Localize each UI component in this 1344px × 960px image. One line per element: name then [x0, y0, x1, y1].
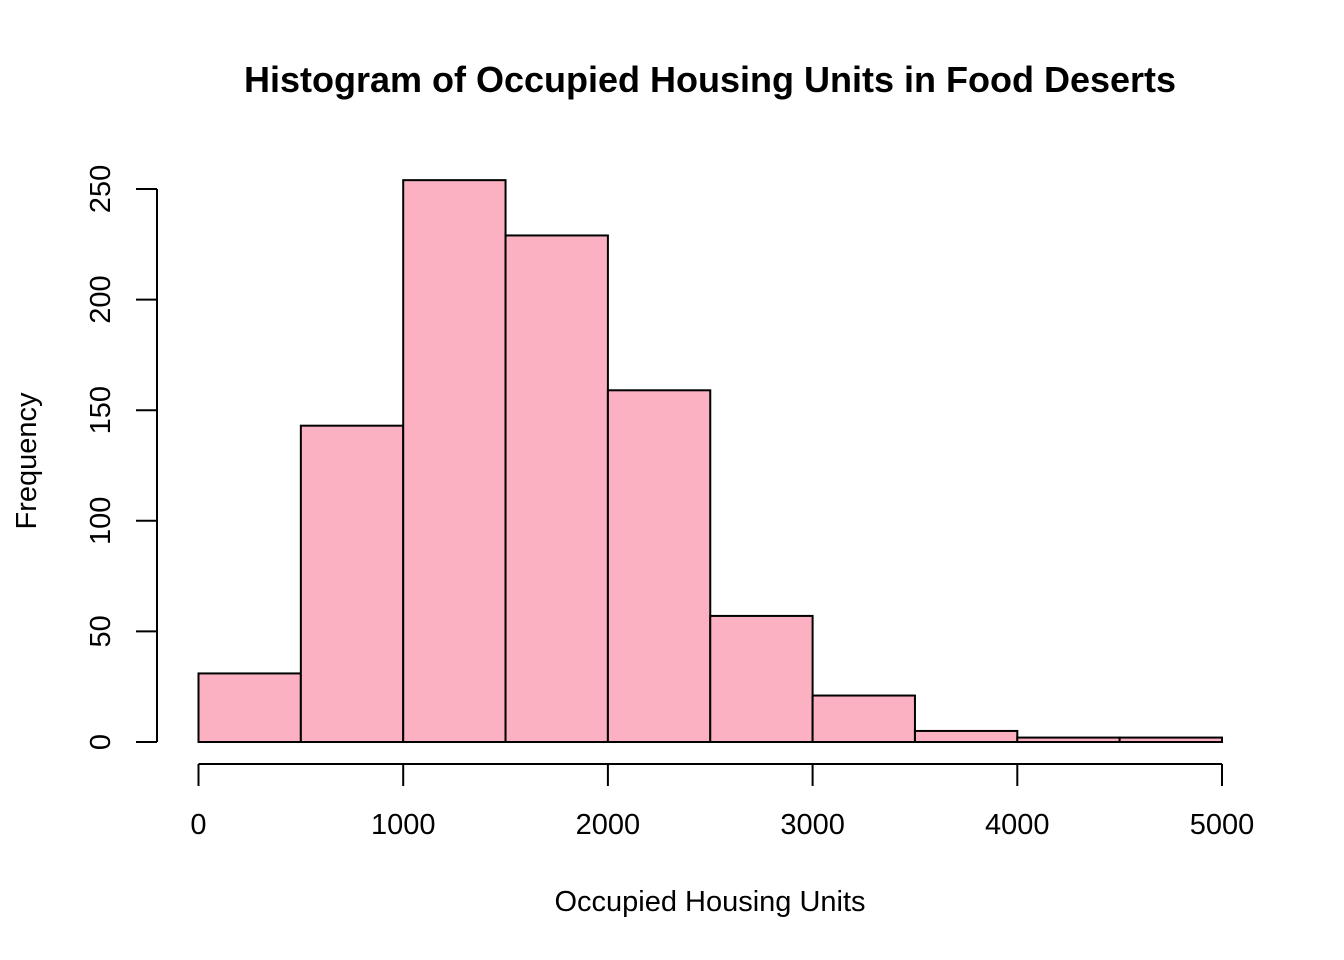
chart-title: Histogram of Occupied Housing Units in F…: [244, 59, 1176, 100]
y-tick-label: 150: [85, 386, 117, 434]
bars-group: [197, 179, 1224, 744]
y-tick-label: 200: [85, 275, 117, 323]
histogram-bar: [402, 179, 507, 744]
histogram-bar: [1118, 736, 1224, 743]
x-tick-label: 3000: [780, 809, 845, 841]
histogram-bar: [709, 614, 814, 744]
y-tick-label: 0: [85, 734, 117, 750]
x-tick-label: 4000: [985, 809, 1050, 841]
y-axis-label: Frequency: [11, 392, 43, 530]
x-axis-label: Occupied Housing Units: [554, 886, 865, 918]
y-tick-label: 50: [85, 615, 117, 647]
histogram-bar: [299, 424, 405, 743]
x-tick-label: 0: [190, 809, 206, 841]
x-tick-label: 1000: [371, 809, 436, 841]
y-axis: 0 50 100 150 200 250: [85, 165, 158, 750]
y-tick-label: 100: [85, 497, 117, 545]
histogram-bar: [606, 389, 712, 743]
x-tick-label: 2000: [576, 809, 641, 841]
x-tick-label: 5000: [1190, 809, 1255, 841]
x-axis: 0 1000 2000 3000 4000 5000: [190, 763, 1255, 841]
histogram-bar: [913, 729, 1019, 744]
histogram-bar: [811, 694, 916, 743]
histogram-bar: [504, 234, 609, 743]
y-tick-label: 250: [85, 165, 117, 213]
histogram-bar: [1016, 736, 1121, 743]
histogram-bar: [197, 672, 302, 743]
